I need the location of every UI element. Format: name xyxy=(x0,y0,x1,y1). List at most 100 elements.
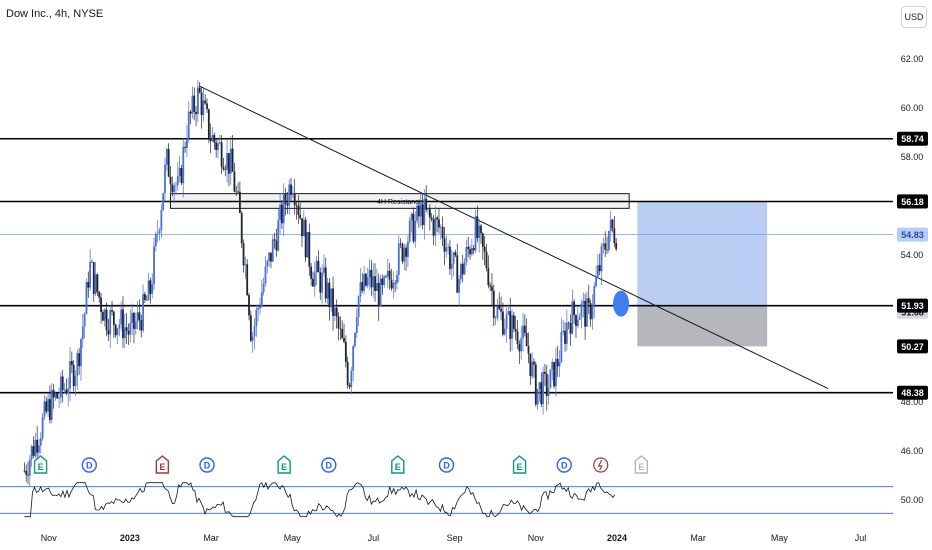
candle-body xyxy=(323,267,325,273)
candle-body xyxy=(399,243,402,245)
candle-body xyxy=(321,272,323,293)
candle-body xyxy=(456,255,459,293)
candle-body xyxy=(63,389,66,391)
candle-body xyxy=(206,103,208,110)
candle-body xyxy=(474,216,477,251)
candle-body xyxy=(494,317,497,319)
level-price-tag-bg xyxy=(897,194,928,209)
candle-body xyxy=(235,191,238,193)
candle-body xyxy=(118,324,121,329)
candle-body xyxy=(339,328,342,330)
candle-body xyxy=(81,326,84,340)
candle-body xyxy=(461,263,464,275)
candle-body xyxy=(492,290,495,319)
candle-body xyxy=(211,135,214,142)
level-price-tag: 51.93 xyxy=(901,301,924,311)
candle-body xyxy=(218,142,221,144)
candle-body xyxy=(361,282,364,291)
candle-body xyxy=(281,204,283,224)
candle-body xyxy=(576,319,579,326)
candle-body xyxy=(377,282,380,307)
candle-body xyxy=(193,95,196,112)
candle-body xyxy=(412,213,415,242)
candle-body xyxy=(467,247,470,250)
candle-body xyxy=(505,314,508,329)
candle-body xyxy=(127,330,130,335)
candle-body xyxy=(428,209,431,218)
currency-button[interactable]: USD xyxy=(901,6,927,28)
candle-body xyxy=(52,390,55,398)
candle-body xyxy=(522,325,524,339)
candle-body xyxy=(573,301,576,316)
candle-body xyxy=(186,138,188,148)
candle-body xyxy=(531,361,534,377)
candle-body xyxy=(151,284,154,294)
candle-body xyxy=(209,137,212,142)
dividend-marker xyxy=(438,457,455,473)
earnings-marker-letter: E xyxy=(281,462,287,472)
candle-body xyxy=(586,298,588,327)
candle-body xyxy=(158,230,161,234)
candle-body xyxy=(401,243,404,262)
candle-body xyxy=(200,92,203,116)
symbol-title: Dow Inc., 4h, NYSE xyxy=(6,8,104,20)
candle-body xyxy=(502,311,504,335)
candle-body xyxy=(180,167,183,184)
position-target-zone xyxy=(637,201,768,306)
candle-body xyxy=(47,399,50,412)
candle-body xyxy=(279,204,281,221)
candle-body xyxy=(438,219,440,228)
candle-body xyxy=(326,282,329,299)
candle-body xyxy=(103,309,106,321)
candle-body xyxy=(489,285,492,287)
time-axis-label: Mar xyxy=(203,533,219,543)
candle-body xyxy=(238,191,241,213)
candle-body xyxy=(449,246,451,269)
candle-body xyxy=(470,247,473,255)
candle-body xyxy=(253,325,256,337)
candle-body xyxy=(123,327,126,339)
earnings-marker xyxy=(391,455,405,474)
candle-body xyxy=(381,278,384,285)
candle-body xyxy=(299,214,302,219)
candle-body xyxy=(229,148,232,174)
price-tag: 50.27 xyxy=(901,342,924,352)
position-stop-zone xyxy=(637,305,768,347)
candle-body xyxy=(606,249,608,251)
candle-body xyxy=(277,220,280,251)
candle-body xyxy=(337,316,340,329)
candle-body xyxy=(514,328,517,332)
candle-body xyxy=(288,184,291,206)
candle-body xyxy=(67,388,70,394)
oscillator-axis-label: 50.00 xyxy=(901,495,924,505)
candle-body xyxy=(111,310,113,312)
candle-body xyxy=(571,301,574,334)
candle-body xyxy=(542,371,545,405)
candle-body xyxy=(352,346,355,371)
candle-body xyxy=(460,263,462,280)
earnings-marker-letter: E xyxy=(638,462,644,472)
candle-body xyxy=(379,278,382,307)
candle-body xyxy=(407,241,409,257)
candle-body xyxy=(480,225,482,234)
level-price-tag-bg xyxy=(897,385,928,400)
level-price-tag-bg xyxy=(897,131,928,146)
candle-body xyxy=(78,353,81,367)
candle-body xyxy=(231,148,234,172)
candle-body xyxy=(498,306,501,309)
earnings-marker xyxy=(634,455,649,474)
candle-body xyxy=(202,100,205,116)
time-axis-label: Jul xyxy=(368,533,380,543)
candle-body xyxy=(357,296,360,318)
candle-body xyxy=(45,401,48,412)
candle-body xyxy=(587,298,590,304)
candle-body xyxy=(554,358,557,387)
candle-body xyxy=(30,446,33,460)
candle-body xyxy=(176,175,179,186)
candle-body xyxy=(328,282,331,308)
candle-body xyxy=(607,231,610,251)
candle-body xyxy=(153,246,155,285)
candle-body xyxy=(520,338,523,352)
candle-body xyxy=(96,274,99,292)
